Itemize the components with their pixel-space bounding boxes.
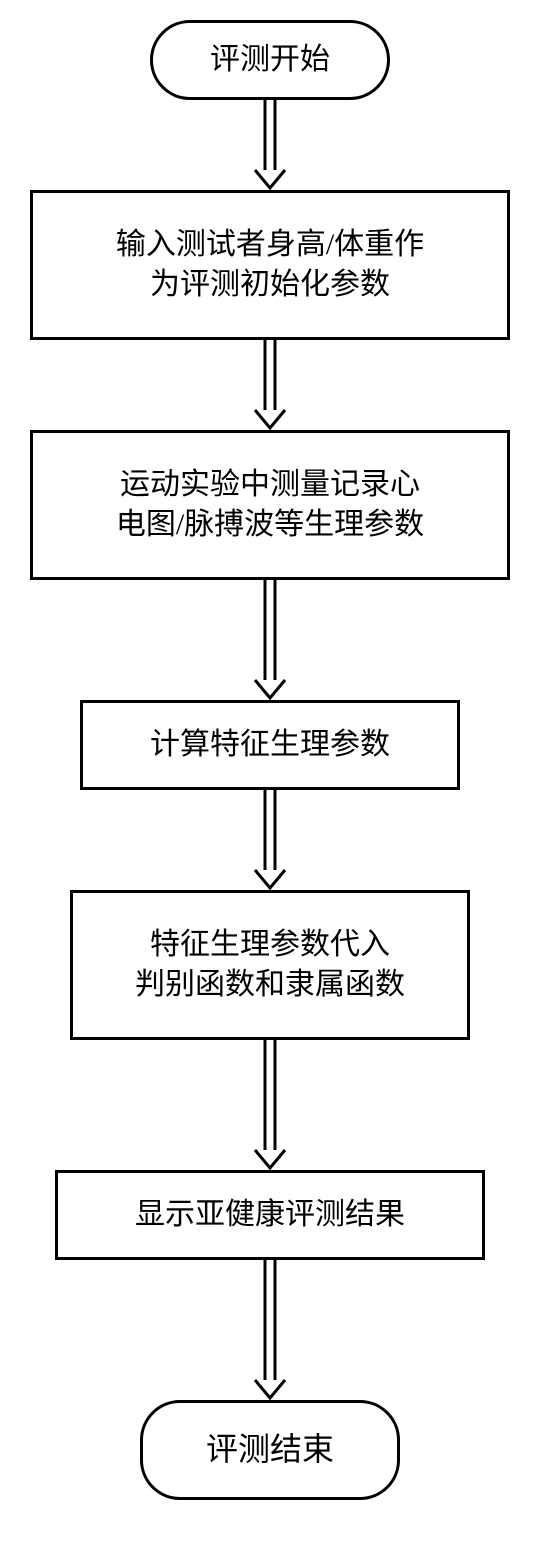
- node-measure-label: 运动实验中测量记录心电图/脉搏波等生理参数: [116, 465, 424, 546]
- node-substitute-functions-label: 特征生理参数代入判别函数和隶属函数: [135, 925, 405, 1006]
- node-calc-features: 计算特征生理参数: [80, 700, 460, 790]
- node-end: 评测结束: [140, 1400, 400, 1500]
- node-input-params: 输入测试者身高/体重作为评测初始化参数: [30, 190, 510, 340]
- node-input-params-label: 输入测试者身高/体重作为评测初始化参数: [116, 225, 424, 306]
- node-calc-features-label: 计算特征生理参数: [150, 725, 390, 766]
- flowchart-container: 评测开始 输入测试者身高/体重作为评测初始化参数 运动实验中测量记录心电图/脉搏…: [0, 0, 540, 1555]
- arrow-2: [240, 340, 300, 430]
- arrow-5: [240, 1040, 300, 1170]
- node-start-label: 评测开始: [210, 40, 330, 81]
- node-measure: 运动实验中测量记录心电图/脉搏波等生理参数: [30, 430, 510, 580]
- node-start: 评测开始: [150, 20, 390, 100]
- node-display-result-label: 显示亚健康评测结果: [135, 1195, 405, 1236]
- arrow-1: [240, 100, 300, 190]
- arrow-6: [240, 1260, 300, 1400]
- node-end-label: 评测结束: [206, 1428, 334, 1471]
- node-substitute-functions: 特征生理参数代入判别函数和隶属函数: [70, 890, 470, 1040]
- arrow-4: [240, 790, 300, 890]
- node-display-result: 显示亚健康评测结果: [55, 1170, 485, 1260]
- arrow-3: [240, 580, 300, 700]
